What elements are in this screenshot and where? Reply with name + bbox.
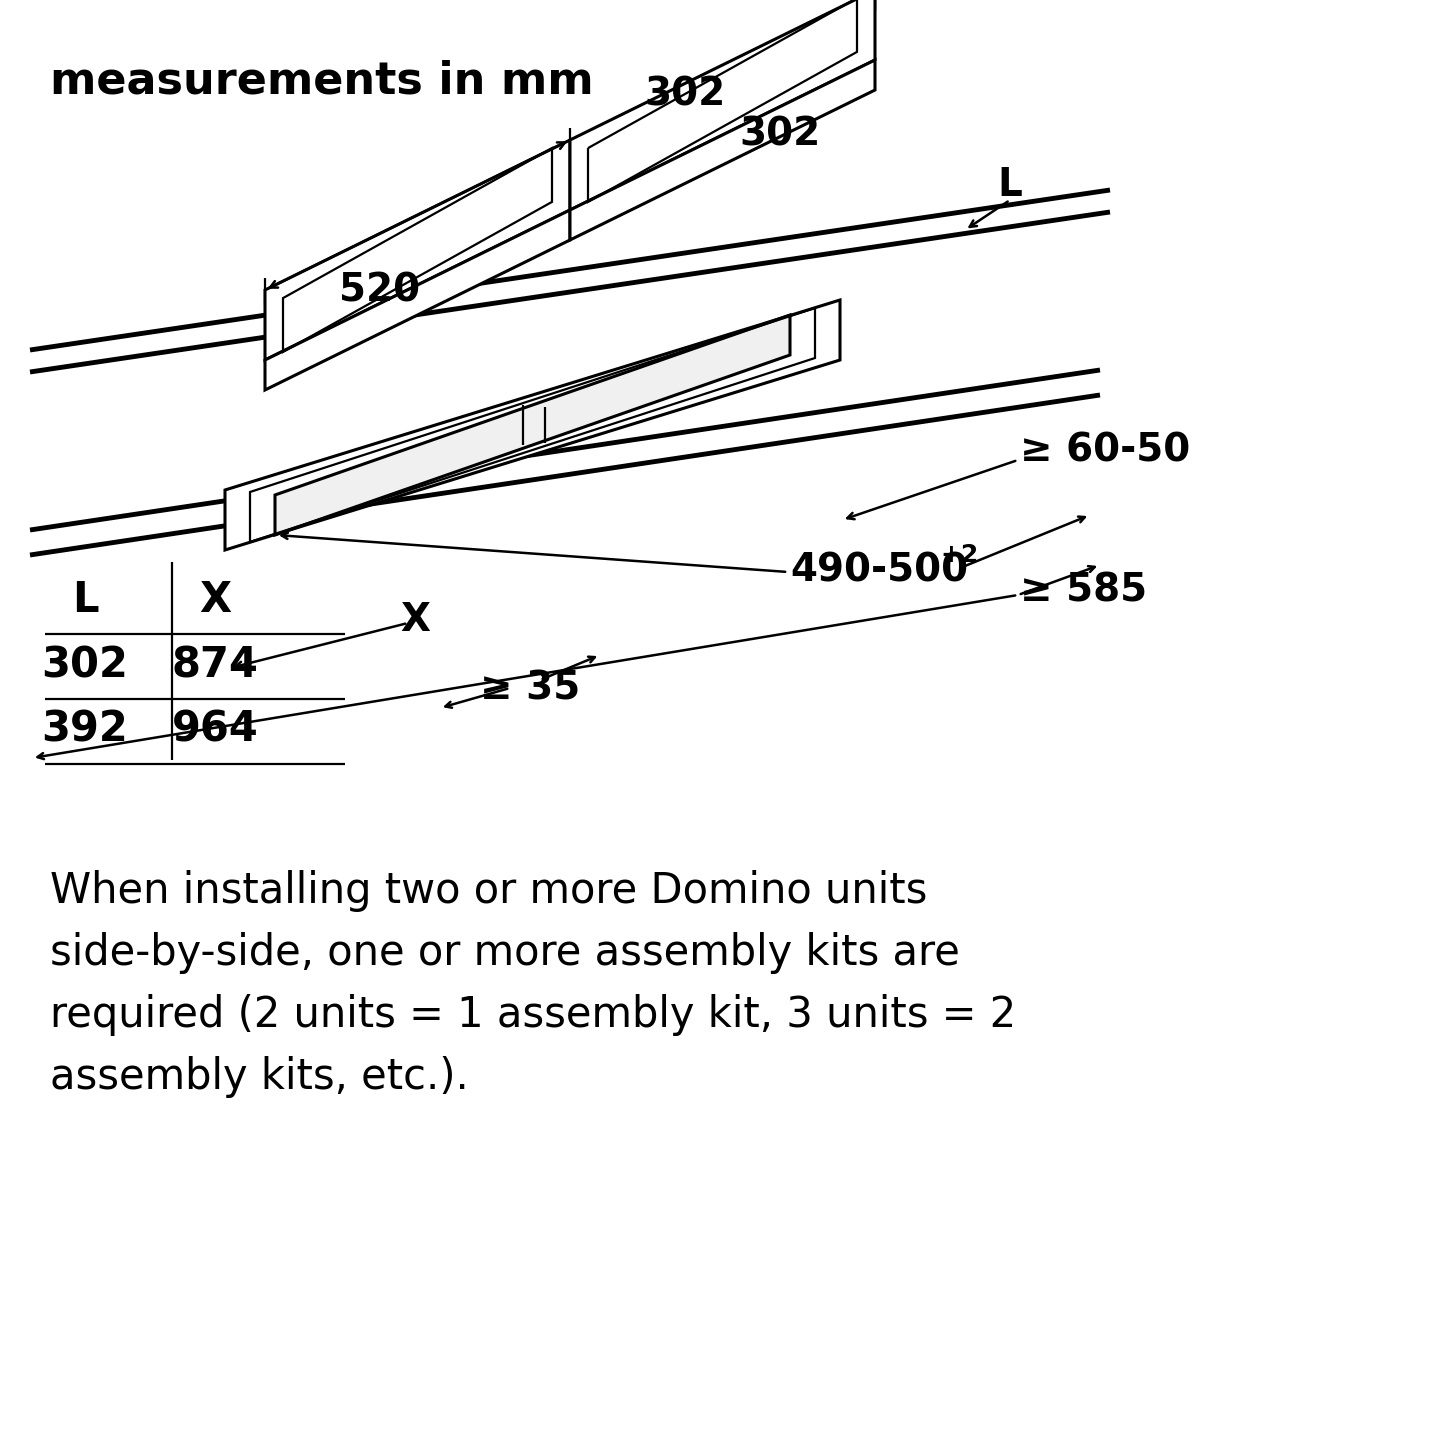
Text: ≥ 60-50: ≥ 60-50 bbox=[1020, 431, 1191, 470]
Polygon shape bbox=[225, 301, 840, 551]
Text: 392: 392 bbox=[42, 709, 129, 751]
Text: assembly kits, etc.).: assembly kits, etc.). bbox=[51, 1056, 468, 1098]
Text: 520: 520 bbox=[340, 272, 420, 309]
Text: ≥ 585: ≥ 585 bbox=[1020, 571, 1147, 608]
Text: 302: 302 bbox=[42, 644, 129, 686]
Polygon shape bbox=[569, 61, 876, 240]
Text: 490-500: 490-500 bbox=[790, 551, 968, 590]
Text: When installing two or more Domino units: When installing two or more Domino units bbox=[51, 870, 928, 912]
Text: X: X bbox=[199, 579, 231, 621]
Text: L: L bbox=[72, 579, 98, 621]
Text: side-by-side, one or more assembly kits are: side-by-side, one or more assembly kits … bbox=[51, 932, 959, 974]
Text: L: L bbox=[997, 166, 1023, 204]
Text: 874: 874 bbox=[172, 644, 259, 686]
Polygon shape bbox=[264, 210, 569, 390]
Text: 964: 964 bbox=[172, 709, 259, 751]
Text: X: X bbox=[400, 601, 431, 639]
Text: 302: 302 bbox=[740, 116, 821, 155]
Text: measurements in mm: measurements in mm bbox=[51, 61, 594, 103]
Polygon shape bbox=[275, 315, 790, 535]
Text: ≥ 35: ≥ 35 bbox=[480, 669, 579, 707]
Polygon shape bbox=[569, 0, 876, 210]
Text: +2: +2 bbox=[941, 543, 978, 566]
Text: 302: 302 bbox=[644, 77, 725, 114]
Text: required (2 units = 1 assembly kit, 3 units = 2: required (2 units = 1 assembly kit, 3 un… bbox=[51, 994, 1016, 1036]
Polygon shape bbox=[264, 140, 569, 360]
